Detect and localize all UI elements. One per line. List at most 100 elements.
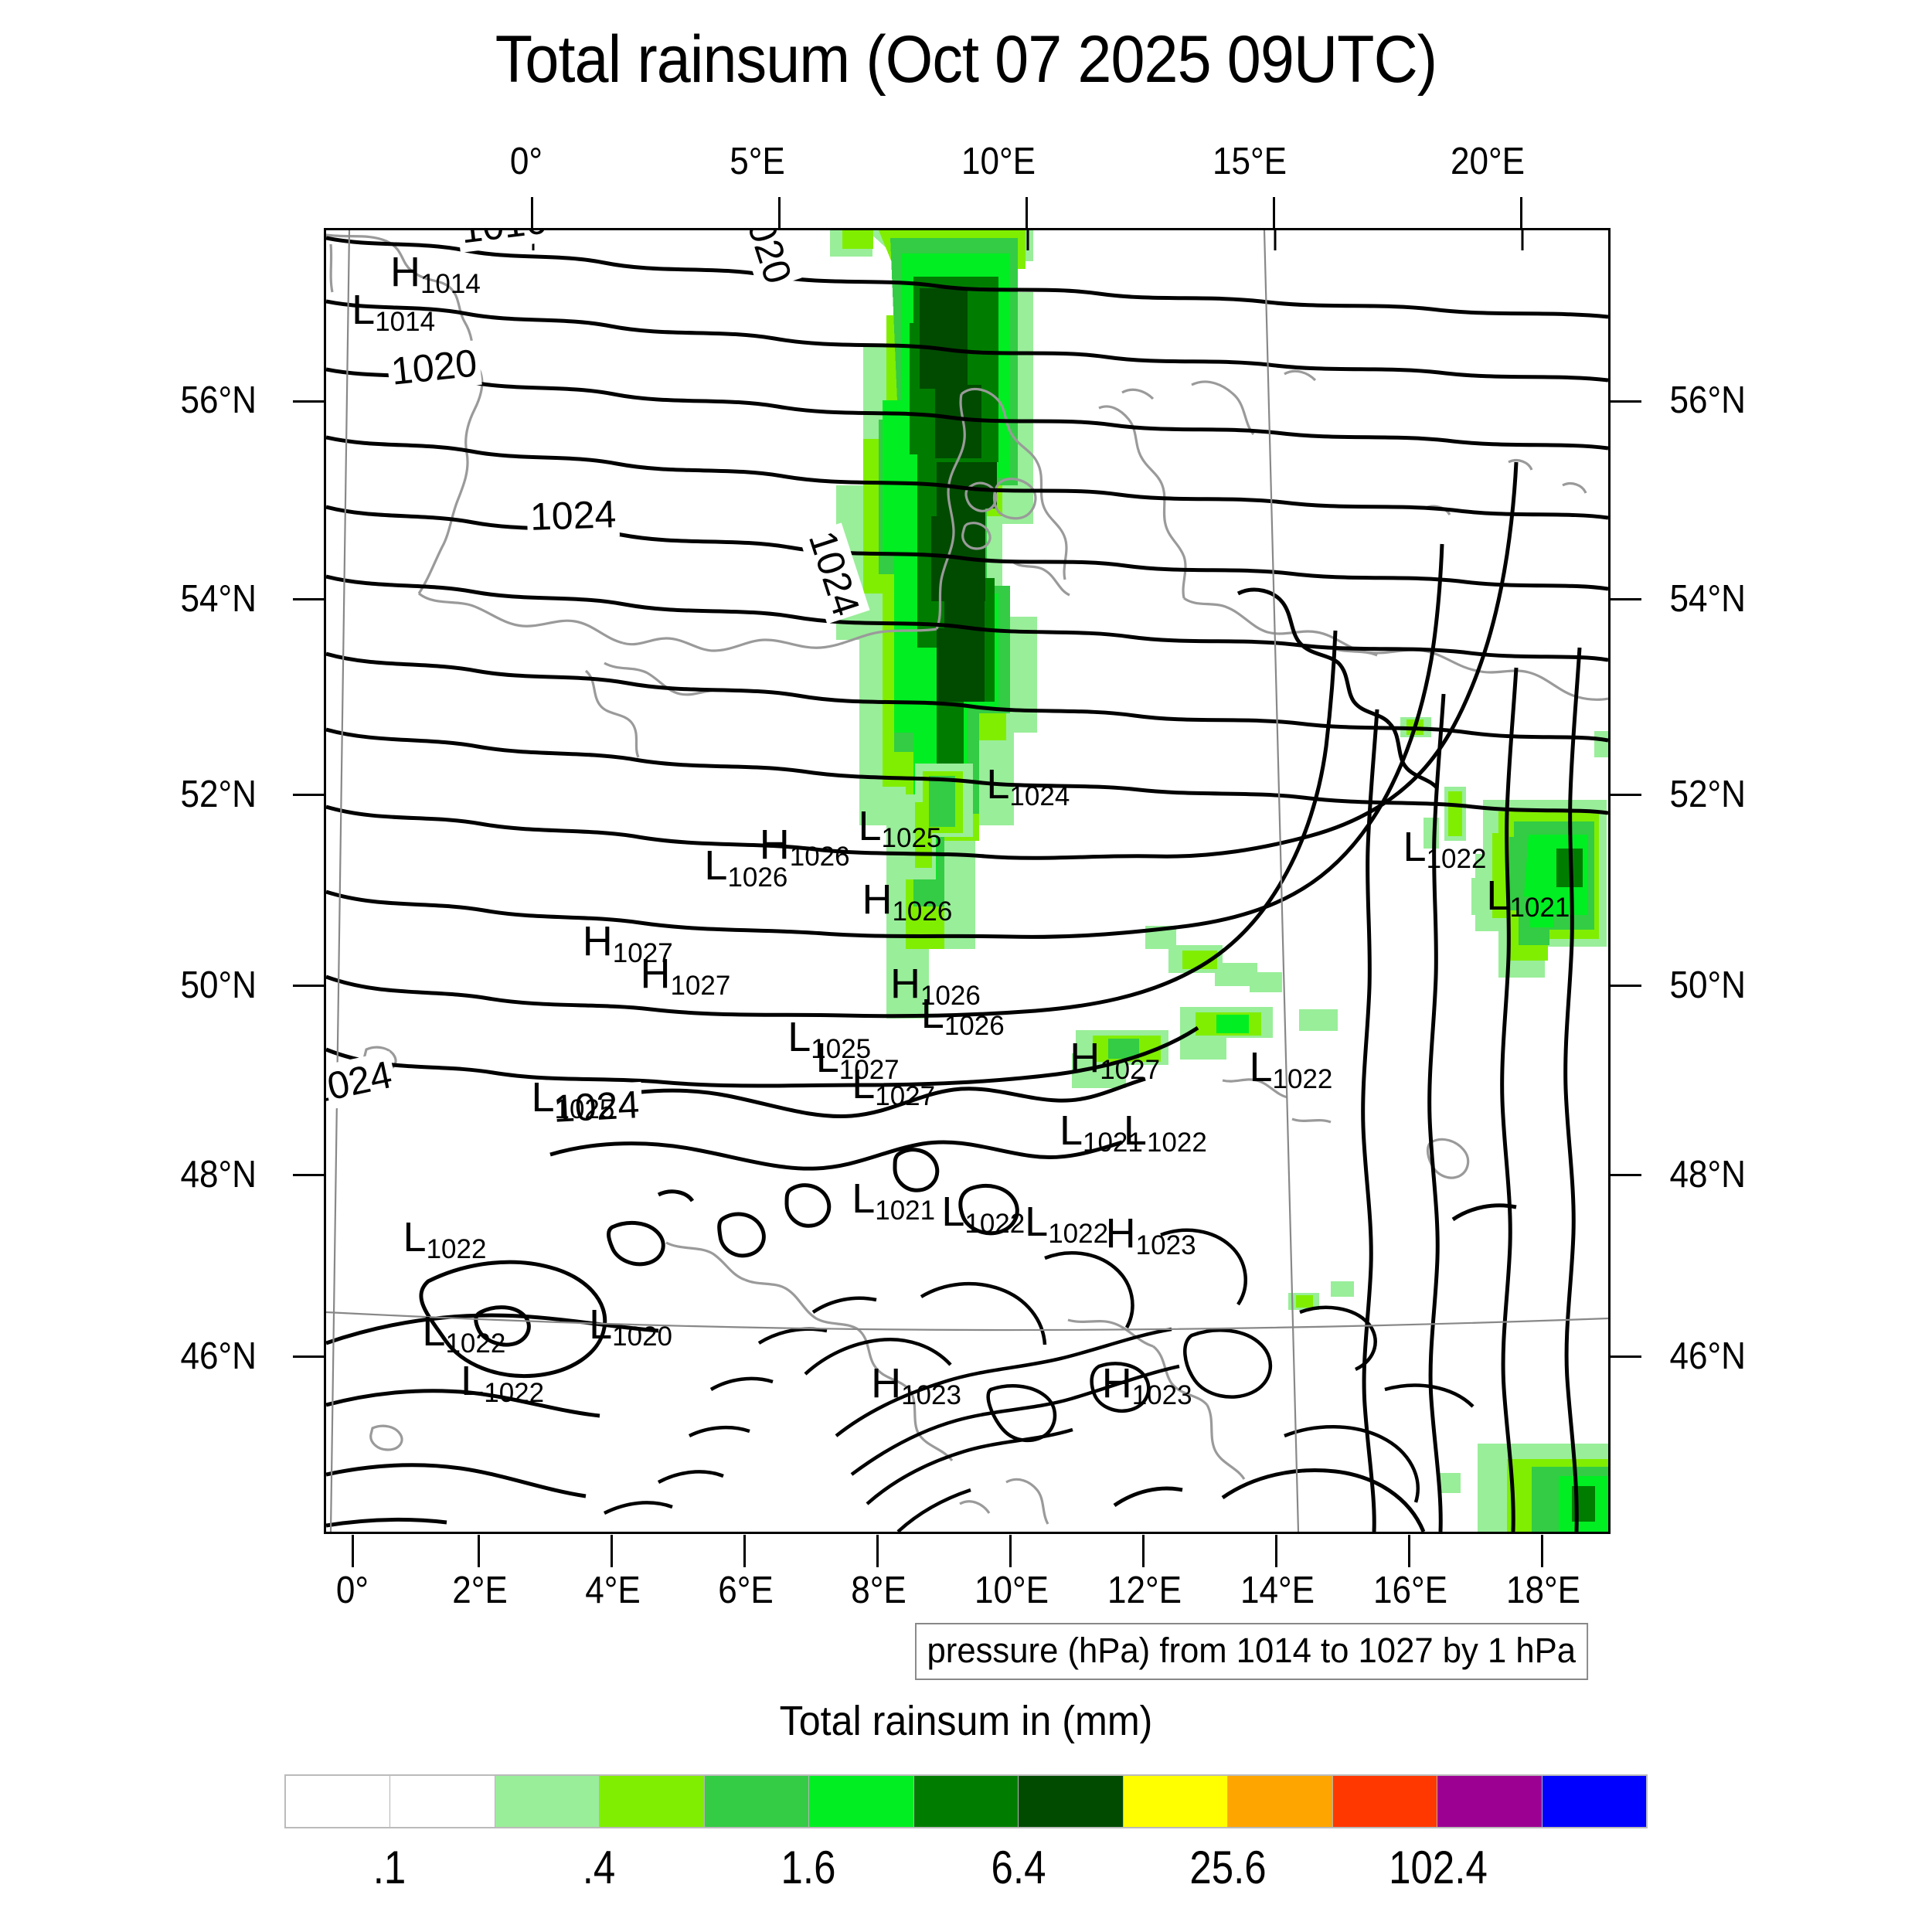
pressure-extremum-l-10: L1026 bbox=[920, 990, 1005, 1039]
bottom-tick-label-7: 14°E bbox=[1240, 1570, 1315, 1611]
colorbar-segment-7[interactable] bbox=[1019, 1776, 1124, 1827]
extremum-value: 1025 bbox=[554, 1094, 615, 1124]
pressure-extremum-l-12: L1027 bbox=[815, 1035, 900, 1083]
pressure-extremum-h-4: H1026 bbox=[759, 821, 850, 870]
extremum-type-letter: H bbox=[640, 950, 671, 997]
colorbar-segment-6[interactable] bbox=[913, 1776, 1019, 1827]
colorbar-segment-1[interactable] bbox=[390, 1776, 495, 1827]
pressure-extremum-h-8: H1027 bbox=[640, 950, 730, 999]
colorbar[interactable] bbox=[284, 1774, 1648, 1828]
left-tick-mark bbox=[293, 1174, 324, 1176]
extremum-value: 1023 bbox=[1131, 1380, 1192, 1411]
extremum-type-letter: L bbox=[403, 1214, 427, 1261]
bottom-tick-mark bbox=[352, 1535, 354, 1567]
pressure-extremum-l-13: L1027 bbox=[852, 1063, 935, 1110]
bottom-tick-label-5: 10°E bbox=[974, 1570, 1049, 1611]
pressure-extremum-l-18: L1022 bbox=[1249, 1046, 1332, 1093]
top-tick-mark bbox=[778, 197, 781, 228]
bottom-tick-label-6: 12°E bbox=[1107, 1570, 1182, 1611]
extremum-value: 1027 bbox=[612, 937, 673, 968]
colorbar-segment-3[interactable] bbox=[600, 1776, 705, 1827]
extremum-type-letter: L bbox=[531, 1073, 555, 1121]
top-tick-label-0: 0° bbox=[509, 141, 543, 182]
colorbar-segment-10[interactable] bbox=[1332, 1776, 1438, 1827]
left-tick-mark bbox=[293, 1355, 324, 1358]
extremum-type-letter: L bbox=[704, 842, 728, 889]
top-tick-mark bbox=[531, 197, 533, 228]
pressure-extremum-l-24: L1022 bbox=[1025, 1199, 1108, 1247]
colorbar-label-3: 6.4 bbox=[991, 1842, 1046, 1893]
extremum-type-letter: L bbox=[815, 1035, 839, 1082]
left-lat-label-2: 52°N bbox=[180, 774, 257, 815]
pressure-extremum-h-30: H1023 bbox=[1102, 1362, 1192, 1409]
bottom-tick-label-9: 18°E bbox=[1505, 1570, 1581, 1611]
pressure-extremum-l-23: L1022 bbox=[941, 1188, 1025, 1237]
pressure-extremum-l-26: L1022 bbox=[422, 1311, 505, 1357]
graticule bbox=[326, 230, 1608, 1532]
pressure-extremum-l-27: L1022 bbox=[461, 1360, 544, 1406]
extremum-type-letter: L bbox=[1025, 1199, 1049, 1246]
extremum-type-letter: H bbox=[582, 917, 613, 964]
frame-inner-ticks bbox=[532, 230, 1524, 250]
extremum-value: 1024 bbox=[1009, 781, 1070, 812]
left-tick-mark bbox=[293, 598, 324, 600]
right-lat-label-5: 46°N bbox=[1669, 1335, 1747, 1377]
extremum-value: 1022 bbox=[1272, 1063, 1333, 1094]
right-tick-mark bbox=[1611, 598, 1641, 600]
map-canvas bbox=[326, 230, 1608, 1532]
bottom-tick-label-8: 16°E bbox=[1372, 1570, 1448, 1611]
colorbar-segment-4[interactable] bbox=[704, 1776, 810, 1827]
extremum-type-letter: L bbox=[920, 990, 944, 1037]
bottom-tick-mark bbox=[876, 1535, 879, 1567]
extremum-type-letter: H bbox=[759, 821, 790, 868]
extremum-type-letter: L bbox=[787, 1014, 811, 1061]
extremum-type-letter: L bbox=[858, 803, 882, 850]
top-tick-label-3: 15°E bbox=[1212, 141, 1287, 182]
extremum-value: 1027 bbox=[670, 970, 731, 1001]
extremum-value: 1025 bbox=[881, 823, 942, 854]
pressure-extremum-h-29: H1023 bbox=[871, 1362, 961, 1409]
extremum-value: 1022 bbox=[964, 1208, 1026, 1239]
top-tick-label-1: 5°E bbox=[730, 141, 785, 182]
extremum-type-letter: H bbox=[1105, 1210, 1136, 1257]
pressure-extremum-l-11: L1025 bbox=[787, 1014, 871, 1063]
colorbar-segment-8[interactable] bbox=[1123, 1776, 1229, 1827]
extremum-value: 1022 bbox=[445, 1328, 506, 1359]
extremum-type-letter: L bbox=[941, 1188, 965, 1235]
pressure-extremum-l-20: L1022 bbox=[1123, 1107, 1207, 1156]
extremum-value: 1014 bbox=[375, 306, 436, 337]
extremum-value: 1021 bbox=[1509, 892, 1570, 923]
bottom-tick-mark bbox=[1408, 1535, 1410, 1567]
colorbar-segment-0[interactable] bbox=[286, 1776, 391, 1827]
map-plot-area[interactable]: 1016 1020 1020 1024 1024 1024 1024 H1014… bbox=[324, 228, 1611, 1534]
precip-shading-alps bbox=[1072, 926, 1338, 1088]
bottom-tick-mark bbox=[743, 1535, 746, 1567]
colorbar-segment-2[interactable] bbox=[495, 1776, 600, 1827]
colorbar-label-2: 1.6 bbox=[781, 1842, 836, 1893]
colorbar-segment-12[interactable] bbox=[1542, 1776, 1647, 1827]
pressure-extremum-h-7: H1027 bbox=[582, 917, 673, 967]
right-tick-mark bbox=[1611, 1355, 1641, 1358]
right-lat-label-1: 54°N bbox=[1669, 578, 1747, 620]
left-lat-label-3: 50°N bbox=[180, 964, 257, 1006]
pressure-extremum-l-17: L1021 bbox=[1486, 875, 1570, 921]
extremum-value: 1022 bbox=[426, 1234, 487, 1265]
colorbar-segment-11[interactable] bbox=[1437, 1776, 1543, 1827]
extremum-type-letter: L bbox=[589, 1301, 613, 1349]
extremum-value: 1026 bbox=[920, 981, 981, 1012]
extremum-value: 1026 bbox=[727, 862, 788, 893]
extremum-type-letter: L bbox=[1123, 1107, 1147, 1155]
extremum-type-letter: L bbox=[352, 286, 376, 333]
colorbar-segment-9[interactable] bbox=[1228, 1776, 1333, 1827]
bottom-tick-mark bbox=[1142, 1535, 1145, 1567]
right-lat-label-4: 48°N bbox=[1669, 1154, 1747, 1196]
extremum-type-letter: H bbox=[389, 248, 420, 295]
extremum-value: 1027 bbox=[875, 1080, 936, 1111]
pressure-extremum-l-1: L1014 bbox=[352, 286, 435, 335]
bottom-tick-label-3: 6°E bbox=[718, 1570, 774, 1611]
top-tick-mark bbox=[1520, 197, 1522, 228]
contour-label-1020a: 1020 bbox=[386, 339, 482, 395]
colorbar-segment-5[interactable] bbox=[809, 1776, 914, 1827]
top-tick-mark bbox=[1026, 197, 1028, 228]
extremum-value: 1014 bbox=[420, 268, 481, 299]
